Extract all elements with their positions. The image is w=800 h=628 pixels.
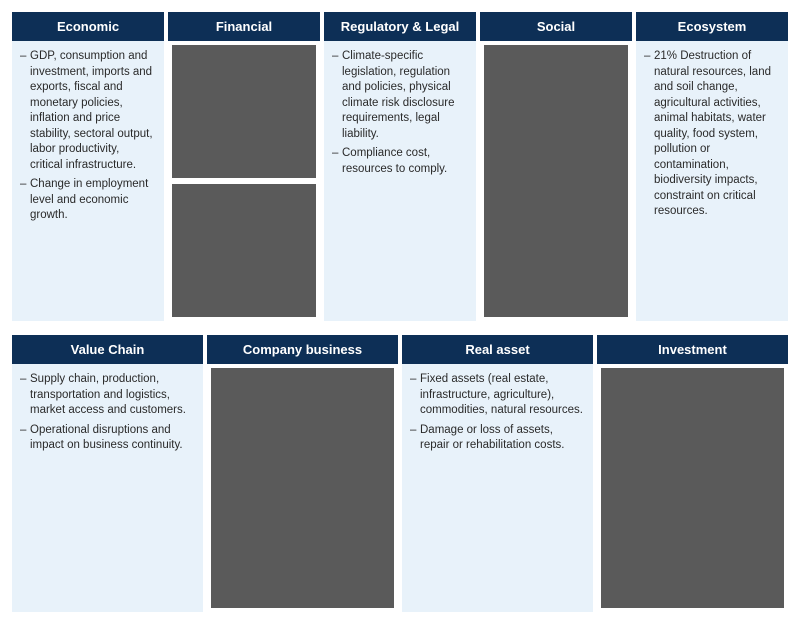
category-row-1: Economic GDP, consumption and investment…: [12, 12, 788, 321]
col-company-business: Company business: [207, 335, 398, 612]
header-economic: Economic: [12, 12, 164, 41]
col-regulatory: Regulatory & Legal Climate-specific legi…: [324, 12, 476, 321]
body-company-business-redacted: [211, 368, 394, 608]
body-value-chain: Supply chain, production, transportation…: [12, 364, 203, 612]
col-ecosystem: Ecosystem 21% Destruction of natural res…: [636, 12, 788, 321]
list-item: Compliance cost, resources to comply.: [330, 146, 466, 177]
header-regulatory: Regulatory & Legal: [324, 12, 476, 41]
col-investment: Investment: [597, 335, 788, 612]
body-investment-redacted: [601, 368, 784, 608]
redacted-block: [172, 45, 316, 178]
col-economic: Economic GDP, consumption and investment…: [12, 12, 164, 321]
body-real-asset: Fixed assets (real estate, infrastructur…: [402, 364, 593, 612]
body-economic: GDP, consumption and investment, imports…: [12, 41, 164, 321]
header-real-asset: Real asset: [402, 335, 593, 364]
header-company-business: Company business: [207, 335, 398, 364]
col-real-asset: Real asset Fixed assets (real estate, in…: [402, 335, 593, 612]
col-social: Social: [480, 12, 632, 321]
header-ecosystem: Ecosystem: [636, 12, 788, 41]
list-item: Climate-specific legislation, regulation…: [330, 49, 466, 142]
header-financial: Financial: [168, 12, 320, 41]
list-item: Damage or loss of assets, repair or reha…: [408, 423, 583, 454]
redacted-block: [172, 184, 316, 317]
list-item: Supply chain, production, transportation…: [18, 372, 193, 419]
list-item: Operational disruptions and impact on bu…: [18, 423, 193, 454]
body-ecosystem: 21% Destruction of natural resources, la…: [636, 41, 788, 321]
col-value-chain: Value Chain Supply chain, production, tr…: [12, 335, 203, 612]
list-item: Change in employment level and economic …: [18, 177, 154, 224]
header-value-chain: Value Chain: [12, 335, 203, 364]
list-item: Fixed assets (real estate, infrastructur…: [408, 372, 583, 419]
category-row-2: Value Chain Supply chain, production, tr…: [12, 335, 788, 612]
list-item: GDP, consumption and investment, imports…: [18, 49, 154, 173]
body-regulatory: Climate-specific legislation, regulation…: [324, 41, 476, 321]
header-social: Social: [480, 12, 632, 41]
body-social-redacted: [484, 45, 628, 317]
list-item: 21% Destruction of natural resources, la…: [642, 49, 778, 220]
header-investment: Investment: [597, 335, 788, 364]
col-financial: Financial: [168, 12, 320, 321]
body-financial-redacted: [172, 45, 316, 317]
